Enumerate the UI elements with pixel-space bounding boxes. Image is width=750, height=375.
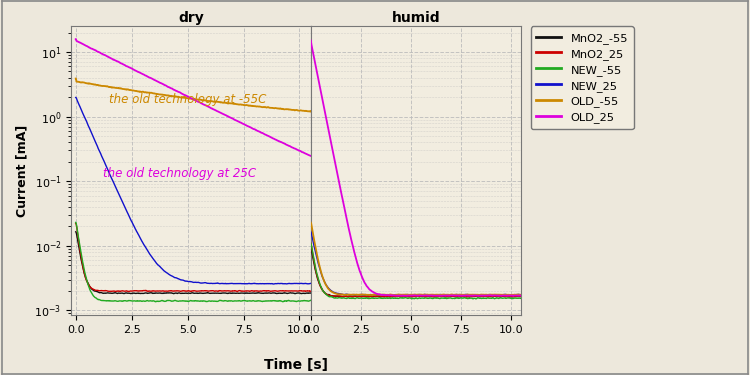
Title: dry: dry bbox=[178, 11, 204, 25]
Text: Time [s]: Time [s] bbox=[264, 358, 328, 372]
Y-axis label: Current [mA]: Current [mA] bbox=[16, 124, 29, 217]
Text: the old technology at 25C: the old technology at 25C bbox=[103, 167, 256, 180]
Legend: MnO2_-55, MnO2_25, NEW_-55, NEW_25, OLD_-55, OLD_25: MnO2_-55, MnO2_25, NEW_-55, NEW_25, OLD_… bbox=[531, 26, 634, 129]
Title: humid: humid bbox=[392, 11, 440, 25]
Text: the old technology at -55C: the old technology at -55C bbox=[110, 93, 267, 106]
